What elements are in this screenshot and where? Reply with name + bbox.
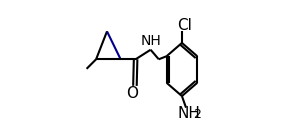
Text: 2: 2 — [193, 108, 201, 121]
Text: NH: NH — [178, 106, 201, 121]
Text: Cl: Cl — [177, 18, 192, 33]
Text: O: O — [126, 86, 138, 101]
Text: NH: NH — [140, 34, 161, 48]
